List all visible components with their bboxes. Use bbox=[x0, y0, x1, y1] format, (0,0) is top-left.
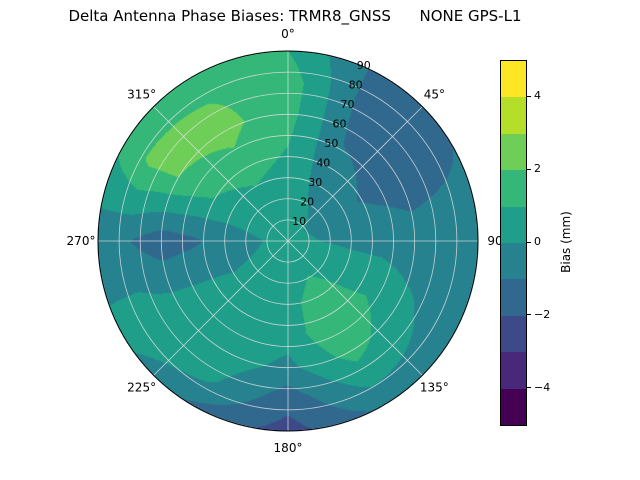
radial-tick-label: 20 bbox=[300, 195, 314, 208]
angle-tick-label: 270° bbox=[67, 234, 96, 248]
colorbar-band bbox=[501, 315, 526, 353]
colorbar-tick-mark bbox=[527, 168, 531, 170]
colorbar-band bbox=[501, 61, 526, 98]
colorbar-tick-label: 4 bbox=[534, 89, 541, 103]
angle-tick-label: 45° bbox=[424, 88, 445, 102]
angle-tick-label: 315° bbox=[127, 88, 156, 102]
colorbar-band bbox=[501, 133, 526, 171]
polar-grid-spoke bbox=[287, 106, 423, 242]
polar-outline bbox=[97, 50, 479, 432]
angle-tick-label: 90 bbox=[487, 234, 502, 248]
colorbar-tick-mark bbox=[527, 95, 531, 97]
colorbar-tick-label: −4 bbox=[534, 380, 551, 394]
colorbar-band bbox=[501, 170, 526, 207]
radial-tick-label: 10 bbox=[292, 215, 306, 228]
radial-tick-label: 90 bbox=[357, 59, 371, 72]
colorbar-axis-label: Bias (mm) bbox=[559, 211, 573, 273]
angle-tick-label: 135° bbox=[420, 380, 449, 394]
radial-tick-label: 80 bbox=[349, 78, 363, 91]
colorbar-tick-label: −2 bbox=[534, 307, 551, 321]
colorbar bbox=[500, 60, 527, 426]
colorbar-tick-label: 0 bbox=[534, 235, 541, 248]
angle-tick-label: 180° bbox=[274, 441, 303, 455]
colorbar-tick-mark bbox=[527, 387, 531, 389]
colorbar-band bbox=[501, 352, 526, 389]
colorbar-tick-mark bbox=[527, 241, 531, 243]
colorbar-band bbox=[501, 388, 526, 426]
radial-tick-label: 60 bbox=[332, 117, 346, 130]
polar-grid-spoke bbox=[153, 106, 289, 242]
colorbar-tick-label: 2 bbox=[534, 162, 541, 176]
radial-tick-label: 50 bbox=[324, 137, 338, 150]
radial-tick-label: 30 bbox=[308, 176, 322, 189]
radial-tick-label: 70 bbox=[341, 98, 355, 111]
colorbar-tick-mark bbox=[527, 314, 531, 316]
polar-grid-spoke bbox=[287, 240, 423, 376]
angle-tick-label: 225° bbox=[127, 380, 156, 394]
radial-tick-label: 40 bbox=[316, 156, 330, 169]
colorbar-band bbox=[501, 243, 526, 280]
colorbar-band bbox=[501, 206, 526, 244]
colorbar-band bbox=[501, 97, 526, 134]
angle-tick-label: 0° bbox=[281, 27, 295, 41]
polar-grid-spoke bbox=[153, 240, 289, 376]
colorbar-band bbox=[501, 279, 526, 316]
